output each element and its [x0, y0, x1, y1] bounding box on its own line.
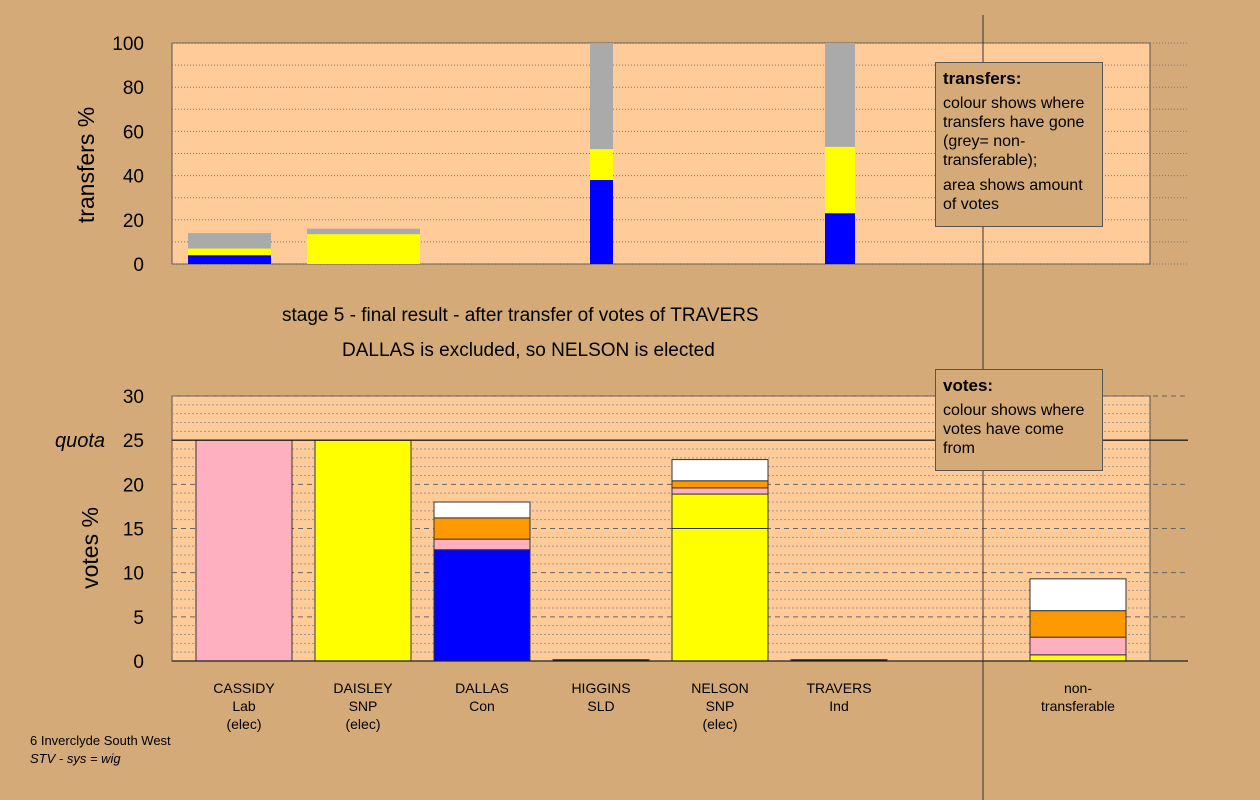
votes-bar-segment — [433, 549, 531, 662]
transfers-legend-line2: area shows amount of votes — [943, 177, 1083, 213]
votes-legend-title: votes: — [943, 376, 994, 395]
category-name-label: HIGGINS — [571, 680, 630, 696]
transfers-bar-segment — [307, 234, 420, 264]
transfers-bar-segment — [590, 180, 613, 264]
votes-bar-segment — [314, 439, 412, 662]
category-party-label: Ind — [829, 698, 848, 714]
votes-bar-segment — [195, 439, 293, 662]
transfers-legend-line1: colour shows where transfers have gone (… — [943, 95, 1085, 169]
votes-tick-label: 10 — [123, 564, 144, 585]
category-status-label: (elec) — [702, 716, 737, 732]
votes-bar-segment — [1029, 610, 1127, 638]
transfers-axis-label: transfers % — [73, 107, 99, 223]
category-name-label: DAISLEY — [333, 680, 393, 696]
category-party-label: SNP — [706, 698, 735, 714]
category-name-label: CASSIDY — [213, 680, 275, 696]
category-party-label: SNP — [349, 698, 378, 714]
transfers-bar-segment — [590, 43, 613, 150]
category-party-label: transferable — [1041, 698, 1115, 714]
votes-bar-segment — [433, 501, 531, 519]
votes-tick-label: 25 — [123, 431, 144, 452]
votes-bar-segment — [671, 487, 769, 495]
transfers-bar-segment — [825, 43, 855, 147]
category-status-label: (elec) — [226, 716, 261, 732]
transfers-tick-label: 60 — [123, 122, 144, 143]
transfers-legend: transfers: colour shows where transfers … — [935, 62, 1103, 227]
category-name-label: TRAVERS — [806, 680, 871, 696]
votes-tick-label: 5 — [133, 608, 144, 629]
transfers-bar-segment — [188, 255, 271, 264]
votes-bar-segment — [671, 459, 769, 482]
category-name-label: non- — [1064, 680, 1092, 696]
transfers-bar-segment — [825, 213, 855, 264]
transfers-legend-title: transfers: — [943, 69, 1022, 88]
transfers-tick-label: 80 — [123, 78, 144, 99]
transfers-tick-label: 100 — [112, 34, 144, 55]
votes-bar-segment — [671, 493, 769, 529]
category-party-label: SLD — [587, 698, 614, 714]
footer-constituency: 6 Inverclyde South West — [30, 733, 171, 748]
transfers-bar-segment — [825, 146, 855, 214]
votes-bar-segment — [433, 538, 531, 551]
stage-caption: stage 5 - final result - after transfer … — [282, 305, 759, 326]
footer-system: STV - sys = wig — [30, 751, 121, 766]
votes-legend-line1: colour shows where votes have come from — [943, 402, 1085, 457]
votes-legend: votes: colour shows where votes have com… — [935, 369, 1103, 471]
votes-bar-segment — [1029, 654, 1127, 662]
votes-tick-label: 15 — [123, 520, 144, 541]
transfers-bar-segment — [188, 233, 271, 249]
transfers-bar-segment — [307, 228, 420, 235]
votes-bar-segment — [671, 528, 769, 662]
votes-tick-label: 20 — [123, 475, 144, 496]
votes-bar-segment — [671, 480, 769, 489]
transfers-tick-label: 20 — [123, 211, 144, 232]
votes-axis-label: votes % — [77, 507, 103, 589]
category-name-label: NELSON — [691, 680, 749, 696]
transfers-bar-segment — [188, 248, 271, 256]
votes-bar-segment — [1029, 636, 1127, 656]
category-status-label: (elec) — [345, 716, 380, 732]
result-caption: DALLAS is excluded, so NELSON is elected — [342, 340, 715, 361]
category-name-label: DALLAS — [455, 680, 509, 696]
transfers-tick-label: 40 — [123, 167, 144, 188]
category-party-label: Lab — [232, 698, 256, 714]
transfers-tick-label: 0 — [133, 255, 144, 276]
transfers-bar-segment — [590, 149, 613, 181]
votes-bar-segment — [433, 517, 531, 540]
votes-tick-label: 30 — [123, 387, 144, 408]
category-party-label: Con — [469, 698, 495, 714]
votes-bar-segment — [1029, 578, 1127, 612]
quota-label: quota — [55, 430, 105, 452]
votes-tick-label: 0 — [133, 652, 144, 673]
